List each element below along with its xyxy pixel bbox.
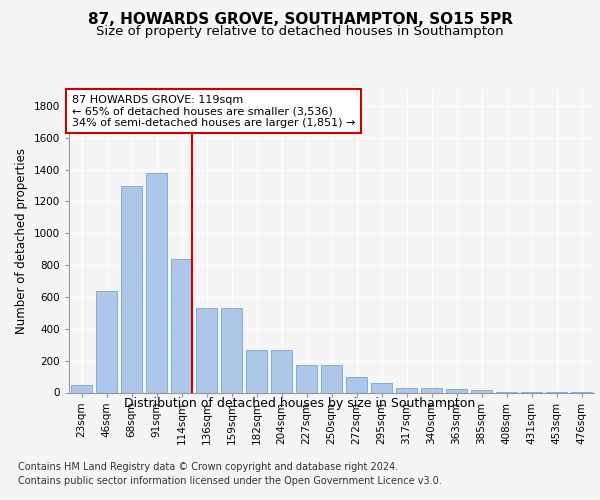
Bar bbox=[271, 350, 292, 393]
Bar bbox=[121, 186, 142, 392]
Text: 87 HOWARDS GROVE: 119sqm
← 65% of detached houses are smaller (3,536)
34% of sem: 87 HOWARDS GROVE: 119sqm ← 65% of detach… bbox=[71, 94, 355, 128]
Y-axis label: Number of detached properties: Number of detached properties bbox=[15, 148, 28, 334]
Bar bbox=[421, 388, 442, 392]
Text: Size of property relative to detached houses in Southampton: Size of property relative to detached ho… bbox=[96, 25, 504, 38]
Bar bbox=[471, 390, 492, 392]
Bar bbox=[446, 388, 467, 392]
Text: Contains public sector information licensed under the Open Government Licence v3: Contains public sector information licen… bbox=[18, 476, 442, 486]
Text: Contains HM Land Registry data © Crown copyright and database right 2024.: Contains HM Land Registry data © Crown c… bbox=[18, 462, 398, 472]
Bar bbox=[296, 364, 317, 392]
Bar bbox=[396, 388, 417, 392]
Bar bbox=[146, 173, 167, 392]
Bar bbox=[171, 259, 192, 392]
Bar bbox=[371, 383, 392, 392]
Bar bbox=[246, 350, 267, 393]
Bar bbox=[346, 376, 367, 392]
Bar bbox=[196, 308, 217, 392]
Bar bbox=[96, 290, 117, 392]
Text: 87, HOWARDS GROVE, SOUTHAMPTON, SO15 5PR: 87, HOWARDS GROVE, SOUTHAMPTON, SO15 5PR bbox=[88, 12, 512, 28]
Bar bbox=[71, 384, 92, 392]
Text: Distribution of detached houses by size in Southampton: Distribution of detached houses by size … bbox=[124, 398, 476, 410]
Bar bbox=[221, 308, 242, 392]
Bar bbox=[321, 364, 342, 392]
